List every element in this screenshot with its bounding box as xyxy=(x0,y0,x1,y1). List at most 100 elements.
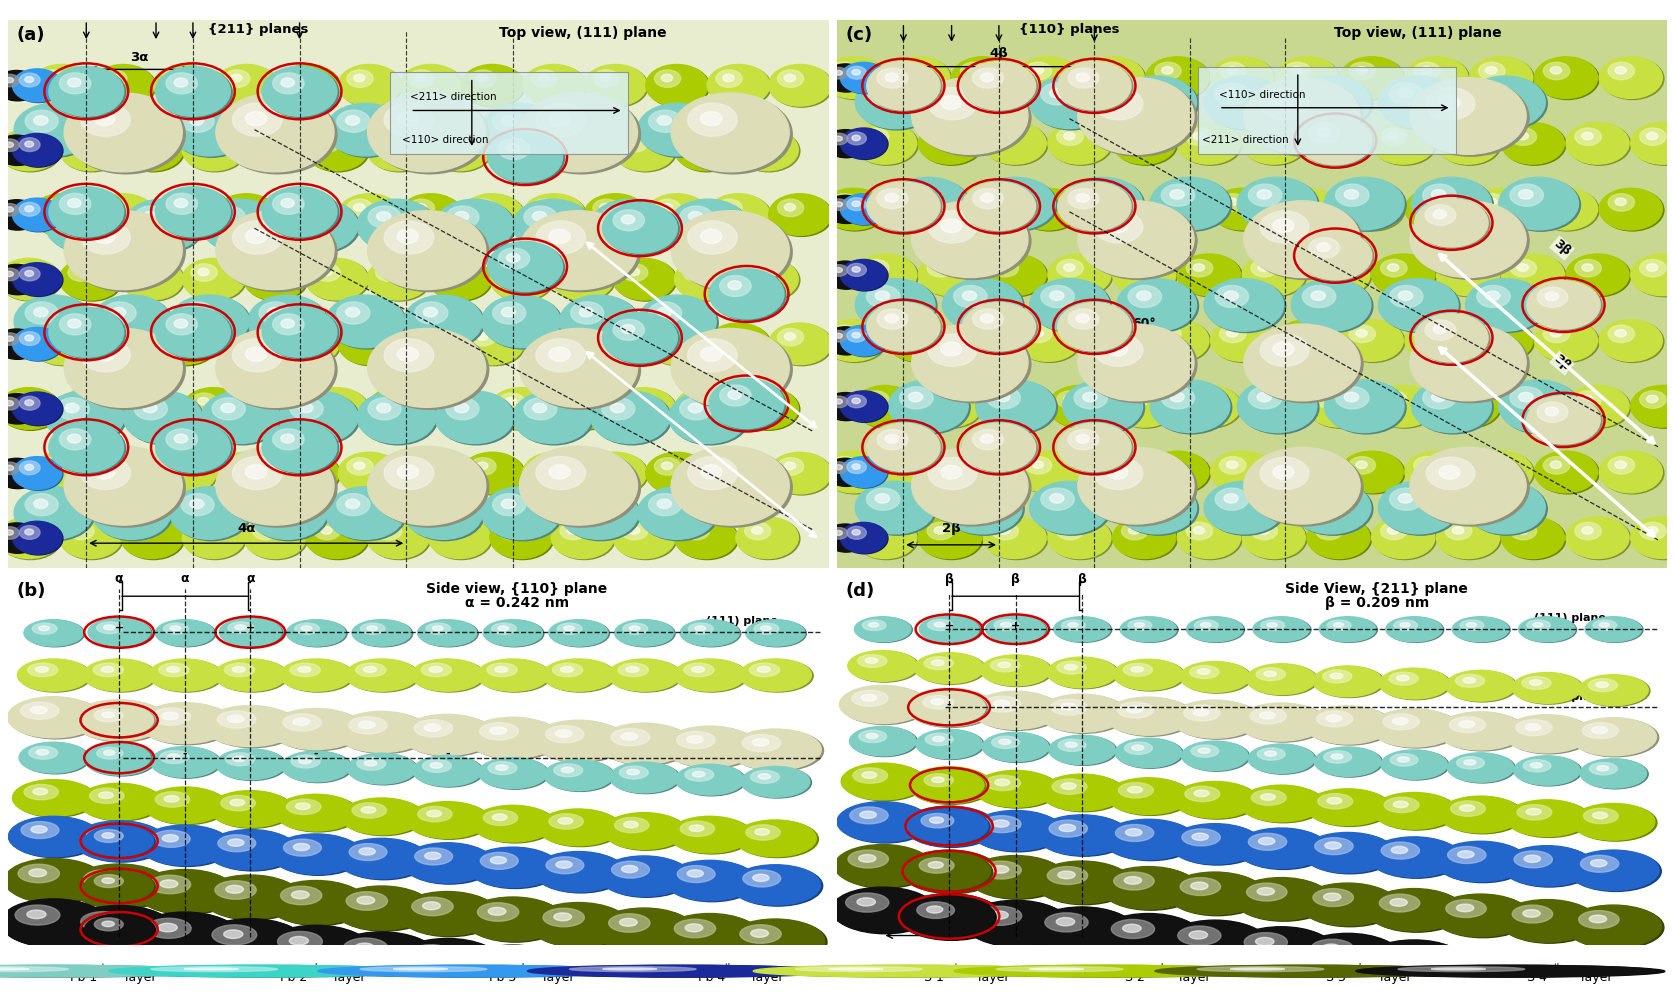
Circle shape xyxy=(315,393,340,410)
Circle shape xyxy=(567,527,577,535)
Circle shape xyxy=(50,309,125,359)
Circle shape xyxy=(1057,871,1074,878)
Circle shape xyxy=(913,770,984,801)
Circle shape xyxy=(259,397,271,405)
Circle shape xyxy=(1256,263,1268,271)
Circle shape xyxy=(842,392,887,422)
Circle shape xyxy=(661,914,758,958)
Circle shape xyxy=(785,74,795,81)
Circle shape xyxy=(1529,679,1541,685)
Circle shape xyxy=(1096,66,1108,74)
Circle shape xyxy=(639,105,718,157)
Circle shape xyxy=(1146,451,1208,492)
Circle shape xyxy=(1566,850,1658,890)
Circle shape xyxy=(47,201,125,253)
Circle shape xyxy=(621,523,647,540)
Circle shape xyxy=(1340,57,1402,98)
Circle shape xyxy=(1405,58,1469,99)
Circle shape xyxy=(492,814,507,820)
Circle shape xyxy=(1322,133,1333,140)
Circle shape xyxy=(129,393,156,410)
Circle shape xyxy=(671,817,753,854)
Circle shape xyxy=(664,860,755,900)
Circle shape xyxy=(1452,395,1462,403)
Circle shape xyxy=(1484,66,1496,74)
Circle shape xyxy=(868,304,942,352)
Text: 60°: 60° xyxy=(1131,317,1154,330)
Circle shape xyxy=(276,452,338,493)
Circle shape xyxy=(134,914,241,961)
Circle shape xyxy=(927,87,977,120)
Circle shape xyxy=(233,756,246,762)
Circle shape xyxy=(154,452,216,493)
Circle shape xyxy=(1128,285,1161,308)
Circle shape xyxy=(1450,801,1484,816)
Circle shape xyxy=(1121,128,1148,146)
Circle shape xyxy=(549,229,570,243)
Circle shape xyxy=(654,457,681,475)
Circle shape xyxy=(65,212,79,221)
Circle shape xyxy=(1188,617,1243,642)
Circle shape xyxy=(663,915,761,959)
Circle shape xyxy=(191,523,217,540)
Circle shape xyxy=(1059,424,1133,472)
Circle shape xyxy=(825,393,865,420)
Circle shape xyxy=(964,304,1037,352)
Circle shape xyxy=(1210,57,1273,98)
Circle shape xyxy=(25,141,33,147)
Circle shape xyxy=(668,816,750,853)
Circle shape xyxy=(191,263,217,281)
Circle shape xyxy=(1370,709,1457,747)
Circle shape xyxy=(614,518,676,560)
Circle shape xyxy=(268,499,281,509)
Circle shape xyxy=(306,389,370,430)
Circle shape xyxy=(1031,482,1111,536)
Circle shape xyxy=(1186,128,1211,146)
Text: layer: layer xyxy=(1375,971,1410,984)
Circle shape xyxy=(89,618,151,646)
Text: Pb 2: Pb 2 xyxy=(279,971,306,984)
Circle shape xyxy=(33,116,49,126)
Circle shape xyxy=(408,457,435,475)
Text: -: - xyxy=(182,749,187,759)
Circle shape xyxy=(1387,527,1399,535)
Circle shape xyxy=(266,880,365,925)
Circle shape xyxy=(418,806,452,822)
Circle shape xyxy=(1384,797,1419,813)
Circle shape xyxy=(539,74,549,81)
Circle shape xyxy=(120,517,182,559)
Circle shape xyxy=(1146,321,1210,363)
Circle shape xyxy=(912,899,955,919)
Circle shape xyxy=(97,622,122,633)
Circle shape xyxy=(1524,724,1539,731)
Text: layer: layer xyxy=(330,971,365,984)
Circle shape xyxy=(248,295,326,348)
Circle shape xyxy=(1171,825,1261,865)
Circle shape xyxy=(25,620,84,647)
Circle shape xyxy=(336,838,427,878)
Circle shape xyxy=(368,329,485,407)
Circle shape xyxy=(895,194,922,211)
Circle shape xyxy=(228,716,244,723)
Circle shape xyxy=(868,527,880,535)
Circle shape xyxy=(895,456,922,474)
Circle shape xyxy=(544,760,612,791)
Text: β = 0.209 nm: β = 0.209 nm xyxy=(1323,596,1429,610)
Circle shape xyxy=(197,527,209,535)
Circle shape xyxy=(840,62,887,92)
Circle shape xyxy=(1184,786,1220,802)
Circle shape xyxy=(1057,61,1131,110)
Text: β: β xyxy=(1077,574,1086,586)
Circle shape xyxy=(932,737,944,742)
Circle shape xyxy=(326,295,405,348)
Text: +: + xyxy=(1010,620,1019,630)
Circle shape xyxy=(1397,291,1412,300)
Circle shape xyxy=(1439,465,1459,479)
Circle shape xyxy=(550,517,614,559)
Circle shape xyxy=(964,900,1066,946)
Circle shape xyxy=(1302,285,1335,308)
Circle shape xyxy=(1392,801,1407,808)
Circle shape xyxy=(847,527,867,540)
Circle shape xyxy=(353,74,365,81)
Circle shape xyxy=(736,258,798,299)
